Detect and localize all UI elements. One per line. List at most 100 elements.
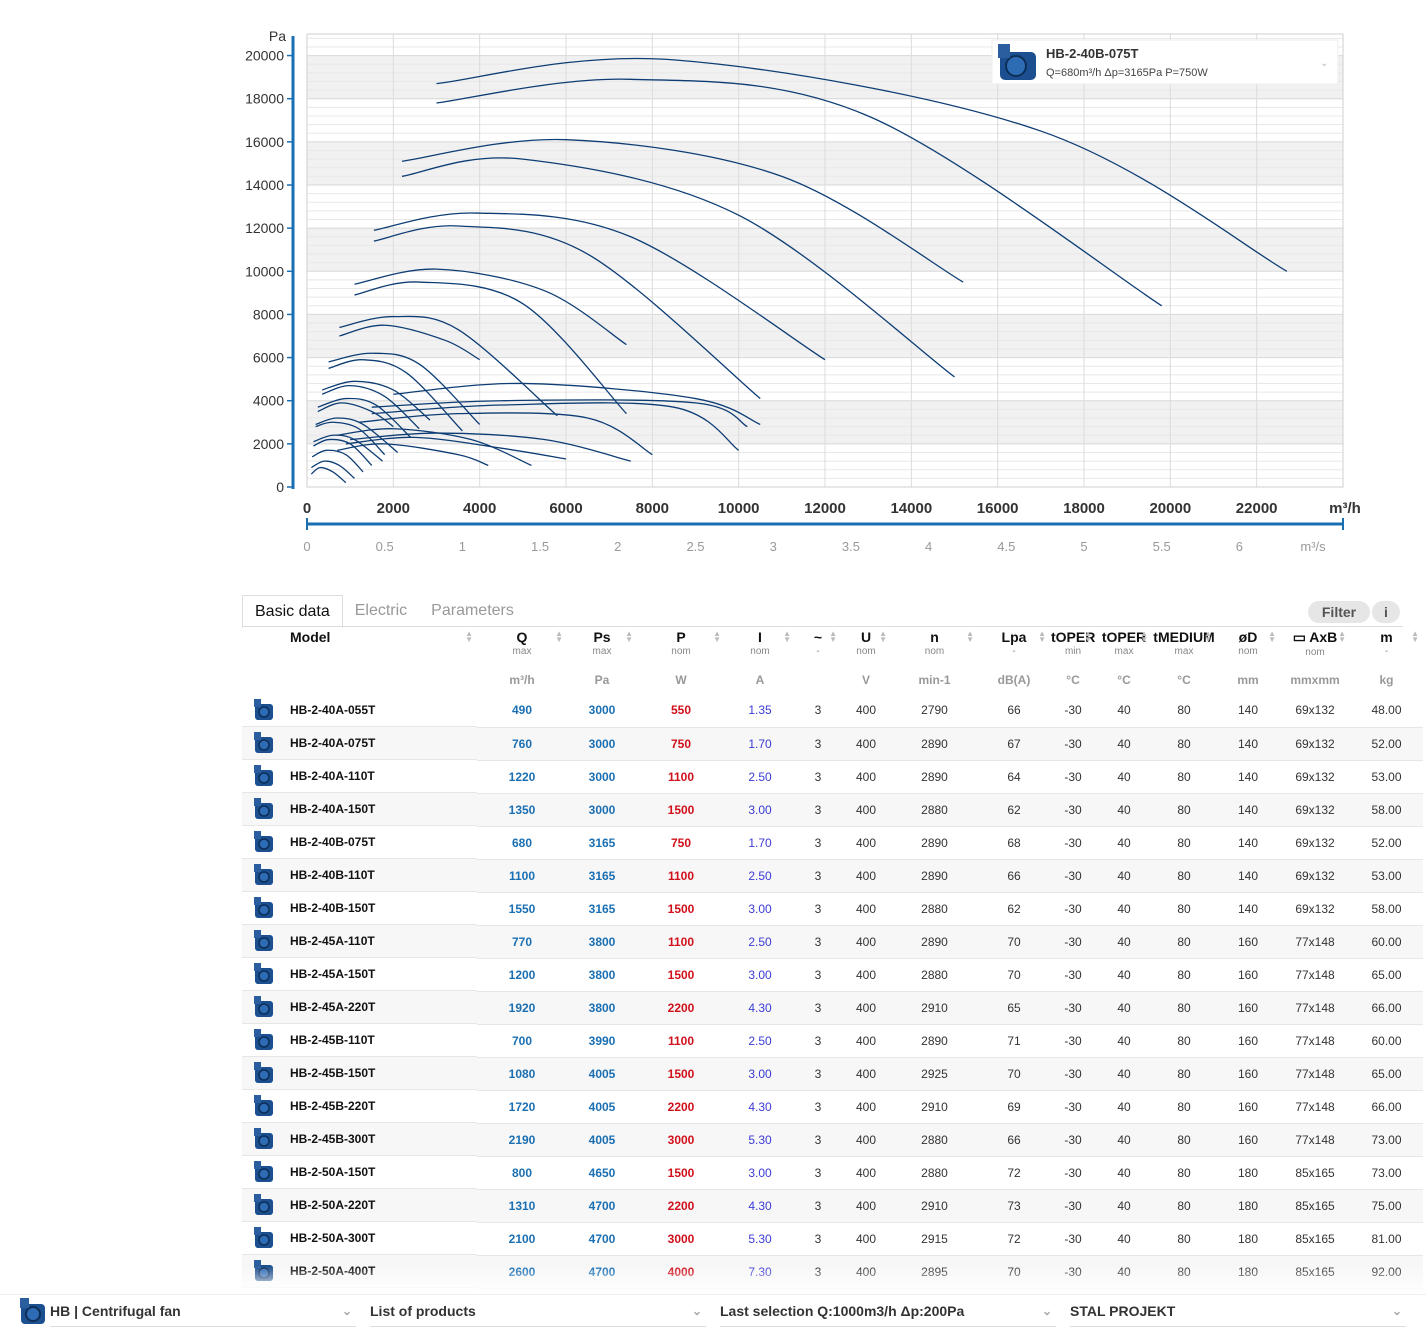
- fan-curve-29[interactable]: [345, 436, 567, 460]
- sort-icon[interactable]: ▲ ▼: [783, 629, 791, 644]
- fan-curve-31[interactable]: [337, 443, 489, 467]
- table-row[interactable]: HB-2-40B-075T 680 3165 750 1.70 3 400 2890 68 -30…: [242, 826, 1423, 860]
- column-header-axb[interactable]: ▭ AxB nom ▲ ▼: [1280, 627, 1350, 666]
- fan-curve-22[interactable]: [310, 460, 355, 479]
- table-row[interactable]: HB-2-40A-075T 760 3000 750 1.70 3 400 2890 67 -30…: [242, 727, 1423, 761]
- column-header-tmax[interactable]: tOPER max ▲ ▼: [1096, 627, 1152, 666]
- table-row[interactable]: HB-2-45A-110T 770 3800 1100 2.50 3 400 2890 70 -3…: [242, 925, 1423, 959]
- table-row[interactable]: HB-2-45B-110T 700 3990 1100 2.50 3 400 2890 71 -3…: [242, 1024, 1423, 1058]
- column-header-n[interactable]: n nom ▲ ▼: [891, 627, 978, 666]
- sort-icon[interactable]: ▲ ▼: [1411, 629, 1419, 644]
- fan-curve-14[interactable]: [321, 384, 420, 430]
- sort-icon[interactable]: ▲ ▼: [1338, 629, 1346, 644]
- fan-curve-7[interactable]: [354, 268, 627, 346]
- table-row[interactable]: HB-2-40B-110T 1100 3165 1100 2.50 3 400 2890 66-…: [242, 859, 1423, 893]
- model-name[interactable]: HB-2-50A-300T: [290, 1231, 376, 1245]
- fan-curve-28[interactable]: [350, 432, 631, 462]
- sort-icon[interactable]: ▲ ▼: [555, 629, 563, 644]
- fan-curve-13[interactable]: [321, 380, 431, 421]
- fan-curve-12[interactable]: [328, 359, 463, 432]
- sort-icon[interactable]: ▲ ▼: [1268, 629, 1276, 644]
- model-name[interactable]: HB-2-50A-150T: [290, 1165, 376, 1179]
- info-button[interactable]: i: [1372, 601, 1400, 623]
- fan-curve-18[interactable]: [315, 421, 386, 456]
- sort-icon[interactable]: ▲ ▼: [966, 629, 974, 644]
- filter-button[interactable]: Filter: [1308, 601, 1370, 623]
- fan-curve-8[interactable]: [354, 281, 627, 415]
- table-row[interactable]: HB-2-40A-150T 1350 3000 1500 3.00 3 400 2880 62-…: [242, 793, 1423, 827]
- table-row[interactable]: HB-2-50A-300T 2100 4700 3000 5.30 3 400 2915 72-…: [242, 1222, 1423, 1256]
- column-header-tmin[interactable]: tOPER min ▲ ▼: [1050, 627, 1096, 666]
- fan-curve-1[interactable]: [436, 57, 1288, 272]
- product-selector[interactable]: HB | Centrifugal fan ⌄: [50, 1300, 356, 1327]
- list-selector[interactable]: List of products ⌄: [370, 1300, 706, 1327]
- fan-curve-5[interactable]: [373, 212, 826, 361]
- column-header-ph[interactable]: ~ - ▲ ▼: [795, 627, 841, 666]
- model-name[interactable]: HB-2-50A-220T: [290, 1198, 376, 1212]
- model-name[interactable]: HB-2-40B-075T: [290, 835, 376, 849]
- fan-curve-11[interactable]: [328, 352, 481, 425]
- fan-curve-27[interactable]: [358, 412, 653, 456]
- sort-icon[interactable]: ▲ ▼: [879, 629, 887, 644]
- sort-icon[interactable]: ▲ ▼: [713, 629, 721, 644]
- table-row[interactable]: HB-2-40A-055T 490 3000 550 1.35 3 400 2790 66 -30…: [242, 694, 1423, 728]
- model-name[interactable]: HB-2-40A-110T: [290, 769, 375, 783]
- column-header-tmed[interactable]: tMEDIUM max ▲ ▼: [1152, 627, 1216, 666]
- model-name[interactable]: HB-2-45B-150T: [290, 1066, 376, 1080]
- fan-curve-3[interactable]: [401, 138, 964, 283]
- fan-curve-2[interactable]: [436, 78, 1163, 307]
- fan-curve-4[interactable]: [401, 157, 955, 378]
- tab-parameters[interactable]: Parameters: [431, 602, 514, 619]
- model-name[interactable]: HB-2-40A-055T: [290, 703, 376, 717]
- model-name[interactable]: HB-2-40A-150T: [290, 802, 376, 816]
- sort-icon[interactable]: ▲ ▼: [1140, 629, 1148, 644]
- table-row[interactable]: HB-2-45B-150T 1080 4005 1500 3.00 3 400 2925 70-…: [242, 1057, 1423, 1091]
- fan-curve-30[interactable]: [337, 428, 532, 467]
- column-header-ps[interactable]: Ps max ▲ ▼: [567, 627, 637, 666]
- table-row[interactable]: HB-2-40A-110T 1220 3000 1100 2.50 3 400 2890 64-…: [242, 760, 1423, 794]
- tab-electric[interactable]: Electric: [354, 602, 408, 619]
- model-name[interactable]: HB-2-45A-110T: [290, 934, 375, 948]
- fan-curve-15[interactable]: [317, 397, 412, 438]
- fan-curve-24[interactable]: [371, 402, 740, 451]
- column-header-m[interactable]: m - ▲ ▼: [1350, 627, 1423, 666]
- sort-icon[interactable]: ▲ ▼: [625, 629, 633, 644]
- chart-legend[interactable]: HB-2-40B-075T Q=680m³/h Δp=3165Pa P=750W…: [991, 39, 1339, 85]
- fan-curve-26[interactable]: [393, 382, 761, 426]
- table-row[interactable]: HB-2-45A-150T 1200 3800 1500 3.00 3 400 2880 70-…: [242, 958, 1423, 992]
- fan-curve-10[interactable]: [339, 324, 480, 361]
- model-name[interactable]: HB-2-45B-220T: [290, 1099, 376, 1113]
- sort-icon[interactable]: ▲ ▼: [1038, 629, 1046, 644]
- model-name[interactable]: HB-2-40B-150T: [290, 901, 376, 915]
- table-row[interactable]: HB-2-45A-220T 1920 3800 2200 4.30 3 400 2910 65-…: [242, 991, 1423, 1025]
- column-header-d[interactable]: øD nom ▲ ▼: [1216, 627, 1280, 666]
- model-name[interactable]: HB-2-45A-150T: [290, 967, 376, 981]
- table-row[interactable]: HB-2-45B-220T 1720 4005 2200 4.30 3 400 2910 69-…: [242, 1090, 1423, 1124]
- model-name[interactable]: HB-2-40B-110T: [290, 868, 375, 882]
- fan-curve-21[interactable]: [311, 449, 364, 473]
- sort-icon[interactable]: ▲ ▼: [465, 629, 473, 644]
- fan-curve-6[interactable]: [373, 225, 761, 400]
- fan-curve-19[interactable]: [313, 434, 383, 462]
- column-header-model[interactable]: Model ▲ ▼: [242, 627, 477, 666]
- last-selection-selector[interactable]: Last selection Q:1000m3/h Δp:200Pa ⌄: [720, 1300, 1056, 1327]
- company-selector[interactable]: STAL PROJEKT ⌄: [1070, 1300, 1406, 1327]
- fan-curve-23[interactable]: [310, 466, 347, 484]
- model-name[interactable]: HB-2-45B-300T: [290, 1132, 376, 1146]
- model-name[interactable]: HB-2-40A-075T: [290, 736, 376, 750]
- column-header-lpa[interactable]: Lpa - ▲ ▼: [978, 627, 1050, 666]
- tab-basic-data[interactable]: Basic data: [242, 595, 343, 628]
- sort-icon[interactable]: ▲ ▼: [829, 629, 837, 644]
- model-name[interactable]: HB-2-45A-220T: [290, 1000, 376, 1014]
- table-row[interactable]: HB-2-50A-220T 1310 4700 2200 4.30 3 400 2910 73-…: [242, 1189, 1423, 1223]
- sort-icon[interactable]: ▲ ▼: [1084, 629, 1092, 644]
- model-name[interactable]: HB-2-45B-110T: [290, 1033, 375, 1047]
- table-row[interactable]: HB-2-50A-150T 800 4650 1500 3.00 3 400 2880 72 -3…: [242, 1156, 1423, 1190]
- sort-icon[interactable]: ▲ ▼: [1204, 629, 1212, 644]
- table-row[interactable]: HB-2-45B-300T 2190 4005 3000 5.30 3 400 2880 66-…: [242, 1123, 1423, 1157]
- table-row[interactable]: HB-2-40B-150T 1550 3165 1500 3.00 3 400 2880 62-…: [242, 892, 1423, 926]
